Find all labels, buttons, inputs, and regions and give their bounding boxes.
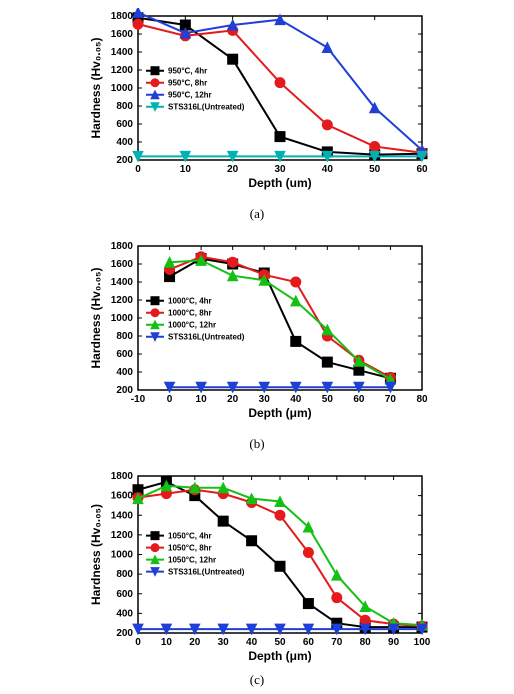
- svg-text:200: 200: [116, 385, 133, 396]
- svg-text:50: 50: [369, 164, 381, 175]
- caption-a: (a): [0, 206, 514, 222]
- panel-b: -10 0 10 20 30 40 50 60 70 80 200 400 600 800 1000 1200…: [82, 238, 432, 438]
- svg-text:STS316L(Untreated): STS316L(Untreated): [168, 333, 245, 342]
- svg-text:1000: 1000: [111, 550, 134, 561]
- svg-text:1800: 1800: [111, 11, 134, 22]
- svg-text:600: 600: [116, 349, 133, 360]
- svg-text:1050°C, 12hr: 1050°C, 12hr: [168, 556, 216, 565]
- svg-text:20: 20: [227, 164, 239, 175]
- svg-text:1600: 1600: [111, 491, 134, 502]
- svg-text:950°C, 8hr: 950°C, 8hr: [168, 79, 207, 88]
- svg-text:Hardness (Hv₀.₀₅): Hardness (Hv₀.₀₅): [89, 37, 103, 138]
- svg-text:40: 40: [290, 394, 302, 405]
- svg-text:1050°C, 8hr: 1050°C, 8hr: [168, 544, 212, 553]
- svg-text:50: 50: [274, 637, 286, 648]
- svg-text:30: 30: [274, 164, 286, 175]
- svg-text:1000°C, 12hr: 1000°C, 12hr: [168, 321, 216, 330]
- svg-text:100: 100: [414, 637, 431, 648]
- svg-text:1000: 1000: [111, 83, 134, 94]
- svg-text:70: 70: [331, 637, 343, 648]
- svg-text:0: 0: [135, 637, 141, 648]
- svg-text:20: 20: [189, 637, 201, 648]
- svg-text:400: 400: [116, 367, 133, 378]
- svg-text:1400: 1400: [111, 277, 134, 288]
- svg-text:1200: 1200: [111, 530, 134, 541]
- svg-text:70: 70: [385, 394, 397, 405]
- chart-a: 0 10 20 30 40 50 60 200 400 600 800 1000 1200 1400 160…: [82, 8, 432, 190]
- svg-text:Depth (μm): Depth (μm): [248, 406, 311, 420]
- figure-page: 0102030405060200400600800100012001400160…: [0, 0, 514, 694]
- svg-text:400: 400: [116, 137, 133, 148]
- svg-text:800: 800: [116, 101, 133, 112]
- caption-b: (b): [0, 436, 514, 452]
- svg-text:Hardness (Hv₀.₀₅): Hardness (Hv₀.₀₅): [89, 267, 103, 368]
- svg-text:1200: 1200: [111, 295, 134, 306]
- svg-text:0: 0: [135, 164, 141, 175]
- svg-text:1800: 1800: [111, 241, 134, 252]
- chart-c: 0 10 20 30 40 50 60 70 80 90 100 200 400 600 800 1000 12…: [82, 468, 432, 663]
- chart-b: -10 0 10 20 30 40 50 60 70 80 200 400 600 800 1000 1200…: [82, 238, 432, 420]
- svg-text:40: 40: [322, 164, 334, 175]
- svg-text:600: 600: [116, 589, 133, 600]
- svg-text:90: 90: [388, 637, 400, 648]
- svg-text:400: 400: [116, 608, 133, 619]
- svg-text:STS316L(Untreated): STS316L(Untreated): [168, 568, 245, 577]
- svg-text:1050°C, 4hr: 1050°C, 4hr: [168, 532, 212, 541]
- svg-text:STS316L(Untreated): STS316L(Untreated): [168, 103, 245, 112]
- svg-text:20: 20: [227, 394, 239, 405]
- svg-text:80: 80: [360, 637, 372, 648]
- svg-text:50: 50: [322, 394, 334, 405]
- svg-text:80: 80: [416, 394, 428, 405]
- svg-text:1600: 1600: [111, 259, 134, 270]
- svg-text:600: 600: [116, 119, 133, 130]
- svg-text:1000: 1000: [111, 313, 134, 324]
- svg-text:1600: 1600: [111, 29, 134, 40]
- svg-text:1400: 1400: [111, 510, 134, 521]
- svg-text:60: 60: [353, 394, 365, 405]
- caption-c: (c): [0, 672, 514, 688]
- svg-text:1400: 1400: [111, 47, 134, 58]
- svg-text:1800: 1800: [111, 471, 134, 482]
- svg-text:950°C, 12hr: 950°C, 12hr: [168, 91, 212, 100]
- svg-text:60: 60: [303, 637, 315, 648]
- svg-text:200: 200: [116, 155, 133, 166]
- svg-text:200: 200: [116, 628, 133, 639]
- panel-a: 0 10 20 30 40 50 60 200 400 600 800 1000 1200 1400 160…: [82, 8, 432, 208]
- svg-text:950°C, 4hr: 950°C, 4hr: [168, 67, 207, 76]
- svg-text:1200: 1200: [111, 65, 134, 76]
- svg-text:1000°C, 8hr: 1000°C, 8hr: [168, 309, 212, 318]
- svg-text:Depth (μm): Depth (μm): [248, 649, 311, 663]
- svg-text:Hardness (Hv₀.₀₅): Hardness (Hv₀.₀₅): [89, 504, 103, 605]
- svg-text:1000°C, 4hr: 1000°C, 4hr: [168, 297, 212, 306]
- svg-text:60: 60: [416, 164, 428, 175]
- svg-text:10: 10: [180, 164, 192, 175]
- svg-text:30: 30: [259, 394, 271, 405]
- panel-c: 0 10 20 30 40 50 60 70 80 90 100 200 400 600 800 1000 12…: [82, 468, 432, 683]
- svg-text:800: 800: [116, 569, 133, 580]
- svg-text:Depth (um): Depth (um): [248, 176, 311, 190]
- svg-text:10: 10: [196, 394, 208, 405]
- svg-text:0: 0: [167, 394, 173, 405]
- svg-text:10: 10: [161, 637, 173, 648]
- svg-text:30: 30: [218, 637, 230, 648]
- svg-text:40: 40: [246, 637, 258, 648]
- svg-text:-10: -10: [131, 394, 146, 405]
- svg-text:800: 800: [116, 331, 133, 342]
